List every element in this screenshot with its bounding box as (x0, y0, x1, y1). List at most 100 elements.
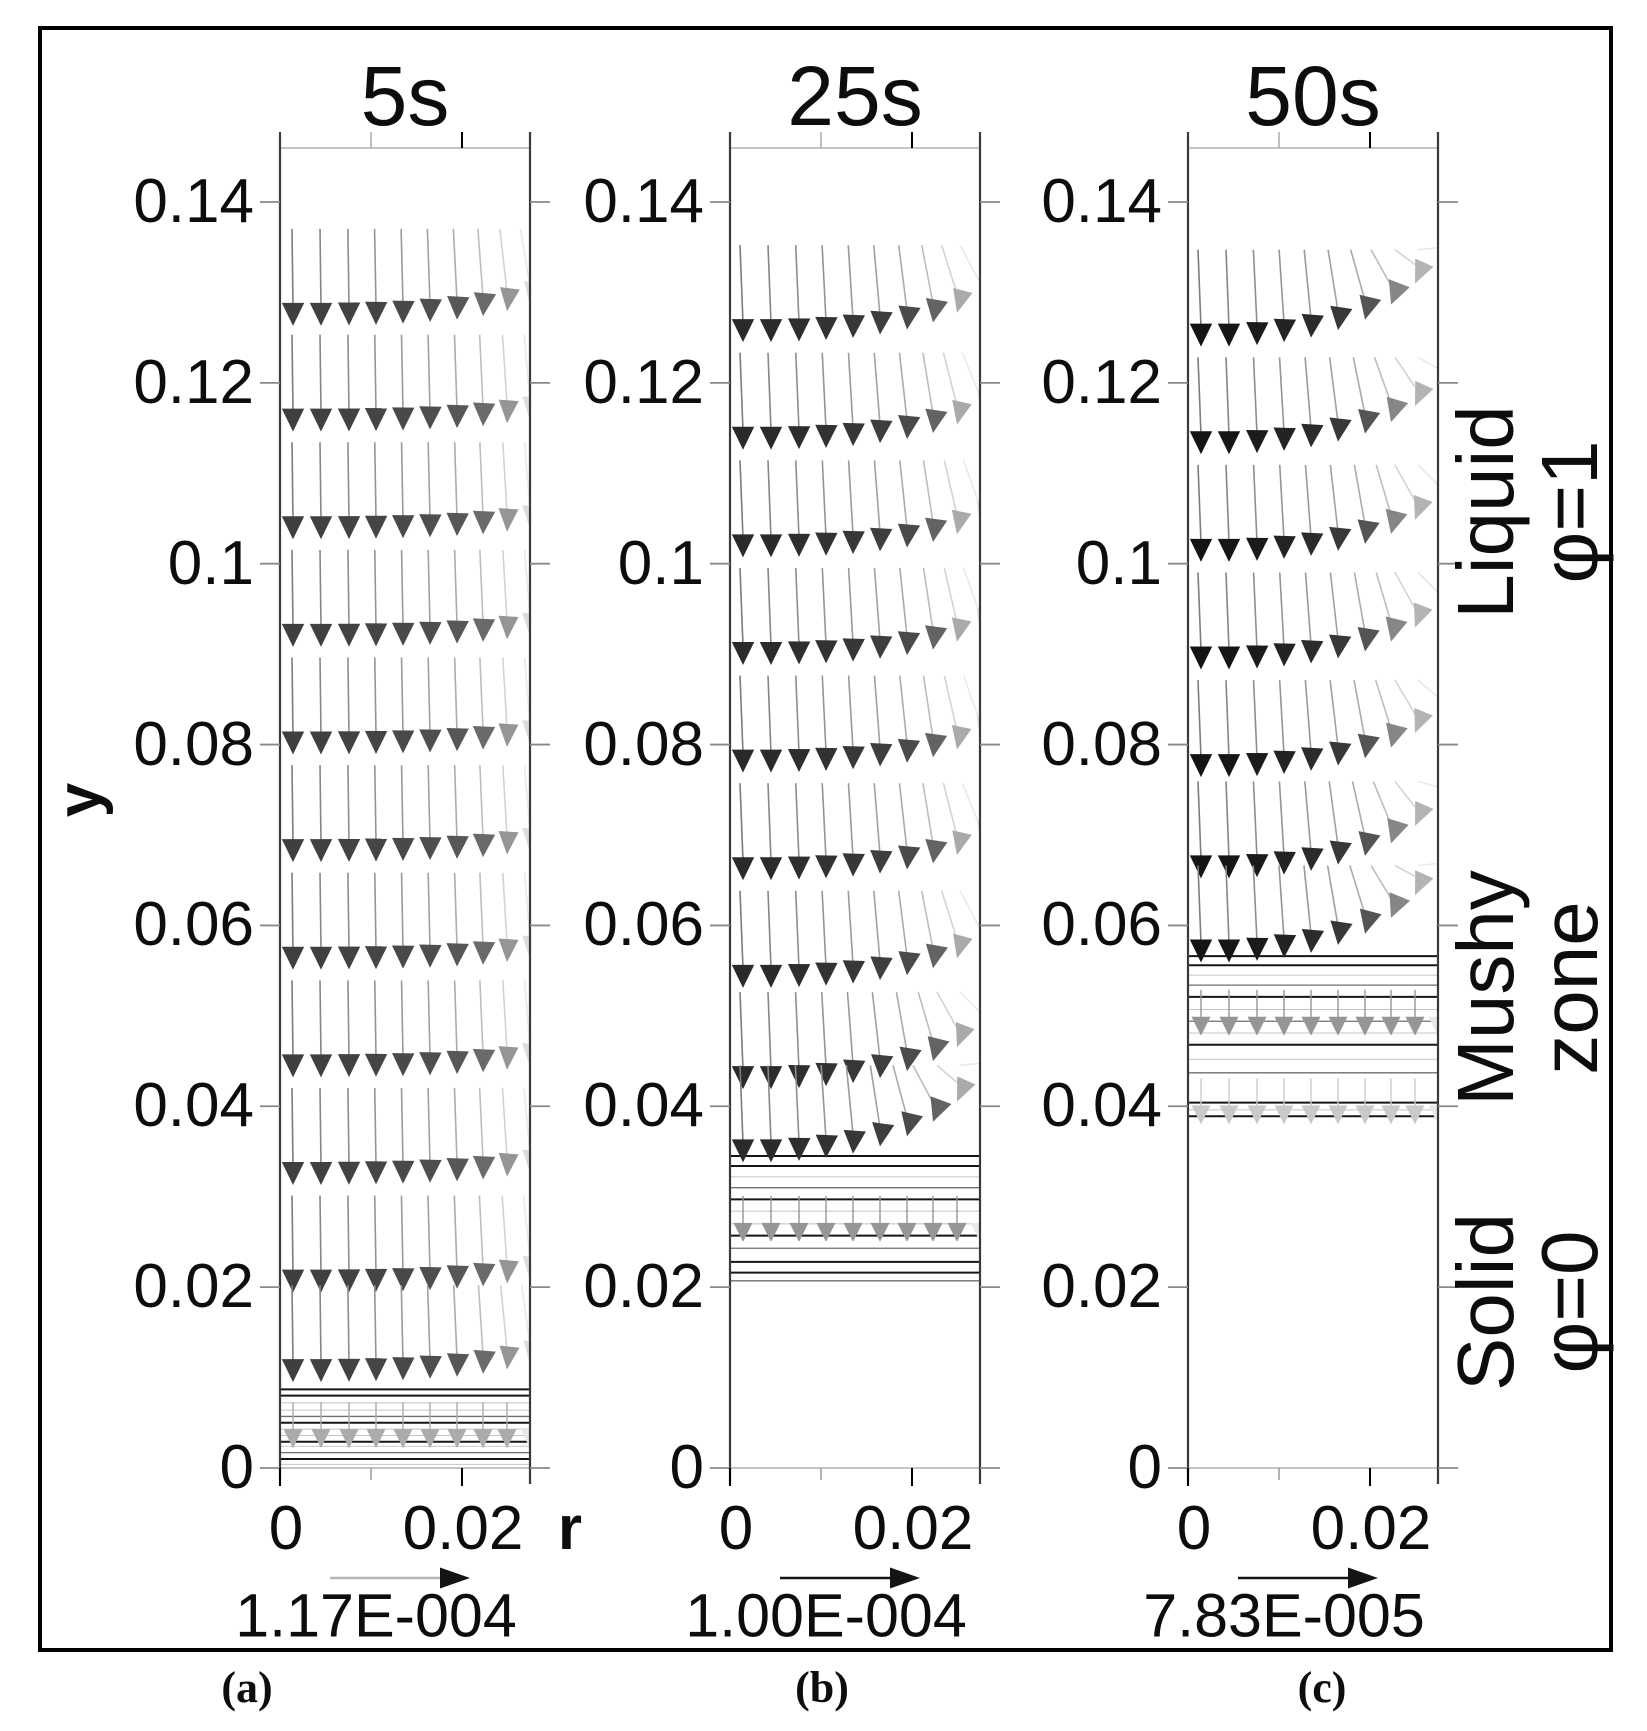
mushy-arrow-head (843, 1222, 863, 1242)
y-tick-label: 0.08 (133, 709, 254, 779)
velocity-arrow-head (1429, 691, 1457, 720)
velocity-arrow-head (1301, 747, 1324, 771)
velocity-arrow-shaft (453, 334, 458, 410)
velocity-arrow-head (815, 1134, 839, 1158)
velocity-arrow-shaft (1329, 680, 1339, 747)
velocity-arrow-shaft (920, 890, 934, 950)
panel-letter: (a) (221, 1663, 273, 1712)
velocity-arrow-shaft (319, 1087, 322, 1166)
velocity-arrow-head (1273, 851, 1296, 875)
velocity-arrow-shaft (347, 980, 350, 1059)
velocity-arrow-shaft (427, 334, 431, 411)
zone-label: Mushy zone (1441, 870, 1614, 1106)
mushy-arrow-head (1405, 1105, 1425, 1125)
velocity-arrow-head (473, 1349, 496, 1374)
velocity-arrow-shaft (767, 460, 772, 539)
velocity-arrow-shaft (767, 245, 772, 324)
velocity-arrow-head (978, 922, 980, 948)
reference-arrow-head (890, 1567, 920, 1589)
velocity-arrow-shaft (426, 1285, 431, 1360)
velocity-arrow-shaft (452, 228, 458, 301)
velocity-arrow-shaft (821, 675, 827, 752)
velocity-arrow-head (731, 534, 755, 558)
y-tick-label: 0.12 (1041, 347, 1162, 417)
velocity-arrow-head (337, 1358, 361, 1382)
velocity-arrow-head (419, 406, 442, 430)
velocity-arrow-head (1246, 937, 1269, 961)
velocity-arrow-head (392, 1357, 415, 1381)
x-tick-label: 0.02 (1310, 1494, 1432, 1563)
velocity-arrow-head (925, 297, 948, 323)
velocity-arrow-shaft (871, 992, 881, 1060)
velocity-arrow-head (281, 623, 305, 647)
velocity-arrow-head (953, 933, 973, 959)
mushy-arrow-head (761, 1222, 781, 1242)
velocity-arrow-shaft (373, 228, 377, 306)
velocity-arrow-shaft (373, 657, 377, 735)
velocity-arrow-shaft (962, 567, 980, 615)
velocity-arrow-head (309, 731, 333, 755)
velocity-arrow-head (815, 532, 838, 556)
velocity-arrow-shaft (291, 657, 294, 736)
velocity-arrow-shaft (400, 549, 404, 627)
velocity-arrow-shaft (478, 334, 484, 408)
velocity-arrow-shaft (453, 980, 458, 1056)
velocity-arrow-shaft (1197, 572, 1202, 651)
velocity-arrow-shaft (1394, 356, 1416, 388)
y-tick-label: 0.06 (133, 890, 254, 960)
velocity-arrow-shaft (1197, 357, 1202, 436)
velocity-arrow-shaft (400, 334, 404, 412)
velocity-arrow-shaft (922, 460, 934, 524)
velocity-arrow-shaft (1375, 572, 1392, 623)
velocity-arrow-head (1388, 279, 1410, 305)
mushy-arrow-head (283, 1429, 303, 1449)
velocity-arrow-shaft (427, 657, 431, 734)
y-tick-label: 0.12 (583, 347, 704, 417)
y-tick-label: 0.06 (1041, 890, 1162, 960)
velocity-arrow-shaft (739, 783, 744, 862)
velocity-arrow-shaft (1278, 249, 1285, 324)
velocity-arrow-head (498, 615, 519, 640)
velocity-arrow-shaft (794, 890, 800, 969)
velocity-arrow-head (731, 1066, 755, 1090)
velocity-arrow-shaft (347, 1087, 350, 1166)
mushy-arrow-head (447, 1429, 467, 1449)
velocity-arrow-head (1273, 318, 1297, 343)
velocity-arrow-shaft (767, 675, 772, 754)
velocity-arrow-shaft (427, 1087, 431, 1164)
velocity-arrow-head (1357, 519, 1380, 544)
velocity-arrow-shaft (1394, 249, 1416, 266)
y-tick-label: 0.04 (133, 1071, 254, 1141)
velocity-arrow-head (309, 839, 333, 863)
velocity-arrow-head (951, 617, 972, 642)
velocity-arrow-shaft (1351, 781, 1366, 838)
velocity-arrow-head (446, 620, 469, 644)
x-tick-label: 0 (718, 1494, 754, 1563)
panel-(c)-field (1168, 132, 1458, 1486)
velocity-arrow-head (1246, 537, 1269, 561)
velocity-arrow-shaft (479, 872, 484, 946)
velocity-arrow-shaft (1278, 680, 1285, 756)
velocity-arrow-shaft (291, 549, 294, 628)
velocity-arrow-shaft (847, 352, 854, 428)
velocity-arrow-head (337, 516, 361, 540)
velocity-arrow-shaft (319, 549, 322, 628)
velocity-arrow-shaft (962, 675, 980, 722)
mushy-arrow-head (1381, 1016, 1401, 1036)
velocity-arrow-shaft (347, 657, 350, 736)
velocity-arrow-head (446, 404, 469, 429)
velocity-arrow-shaft (319, 1195, 322, 1274)
velocity-arrow-shaft (821, 460, 827, 537)
velocity-arrow-shaft (319, 334, 322, 413)
velocity-arrow-shaft (373, 1195, 377, 1273)
velocity-arrow-head (842, 745, 865, 770)
mushy-arrow-head (1247, 1105, 1267, 1125)
velocity-arrow-shaft (1304, 680, 1312, 752)
velocity-arrow-shaft (319, 442, 322, 521)
velocity-arrow-shaft (846, 992, 854, 1065)
velocity-arrow-shaft (898, 783, 908, 851)
reference-scale-value: 1.00E-004 (685, 1581, 967, 1650)
velocity-arrow-head (392, 1268, 415, 1292)
velocity-arrow-shaft (961, 352, 980, 397)
velocity-arrow-shaft (794, 783, 800, 861)
